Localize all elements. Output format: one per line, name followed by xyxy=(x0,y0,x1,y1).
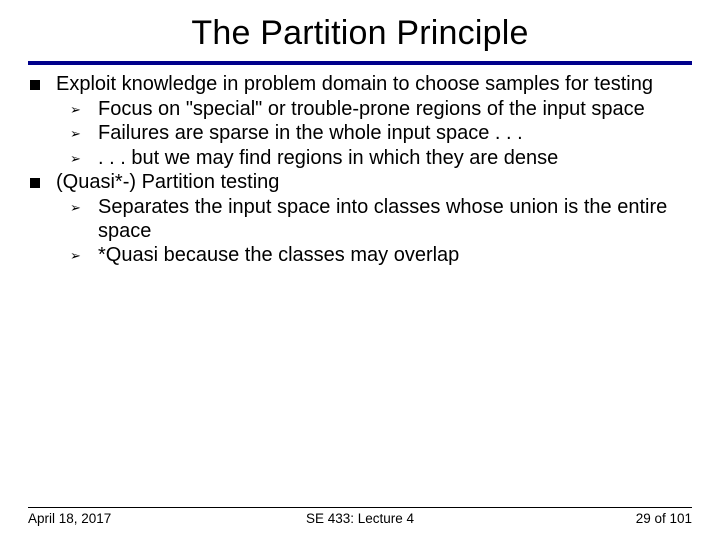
title-underline xyxy=(28,61,692,65)
sub-bullet-text: Separates the input space into classes w… xyxy=(98,196,692,243)
slide-body: Exploit knowledge in problem domain to c… xyxy=(28,73,692,268)
sub-bullet-item: ➢ . . . but we may find regions in which… xyxy=(70,147,692,171)
slide-footer: April 18, 2017 SE 433: Lecture 4 29 of 1… xyxy=(28,507,692,526)
sub-bullet-item: ➢ Focus on "special" or trouble-prone re… xyxy=(70,98,692,122)
arrow-bullet-icon: ➢ xyxy=(70,196,98,215)
slide: The Partition Principle Exploit knowledg… xyxy=(0,0,720,540)
slide-title: The Partition Principle xyxy=(28,14,692,53)
square-bullet-icon xyxy=(28,171,56,188)
bullet-text: (Quasi*-) Partition testing xyxy=(56,171,692,195)
bullet-item: Exploit knowledge in problem domain to c… xyxy=(28,73,692,97)
sub-bullet-item: ➢ *Quasi because the classes may overlap xyxy=(70,244,692,268)
bullet-text: Exploit knowledge in problem domain to c… xyxy=(56,73,692,97)
arrow-bullet-icon: ➢ xyxy=(70,122,98,141)
arrow-bullet-icon: ➢ xyxy=(70,147,98,166)
square-bullet-icon xyxy=(28,73,56,90)
footer-course: SE 433: Lecture 4 xyxy=(28,511,692,526)
footer-date: April 18, 2017 xyxy=(28,511,111,526)
sub-bullet-item: ➢ Failures are sparse in the whole input… xyxy=(70,122,692,146)
sub-bullet-text: . . . but we may find regions in which t… xyxy=(98,147,692,171)
sub-bullet-text: Focus on "special" or trouble-prone regi… xyxy=(98,98,692,122)
footer-page-number: 29 of 101 xyxy=(636,511,692,526)
sub-bullet-item: ➢ Separates the input space into classes… xyxy=(70,196,692,243)
arrow-bullet-icon: ➢ xyxy=(70,244,98,263)
sub-bullet-text: *Quasi because the classes may overlap xyxy=(98,244,692,268)
bullet-item: (Quasi*-) Partition testing xyxy=(28,171,692,195)
arrow-bullet-icon: ➢ xyxy=(70,98,98,117)
sub-bullet-text: Failures are sparse in the whole input s… xyxy=(98,122,692,146)
